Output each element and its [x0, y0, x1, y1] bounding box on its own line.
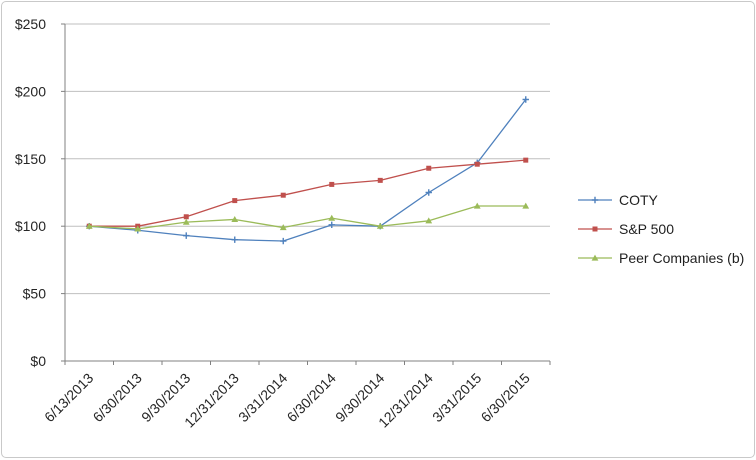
series-coty-marker [231, 236, 238, 243]
x-tick-label: 3/31/2014 [235, 370, 291, 426]
series-peer-companies-b-marker [425, 217, 433, 224]
sp500-line-marker-icon [578, 226, 612, 232]
series-coty-marker [183, 232, 190, 239]
y-tick-label: $150 [15, 151, 46, 167]
series-s-p-500-line [89, 159, 526, 227]
x-tick-label: 6/30/2015 [478, 370, 534, 426]
series-s-p-500-marker [474, 161, 480, 167]
series-coty-marker [522, 96, 529, 103]
y-tick-label: $200 [15, 83, 46, 99]
chart-legend: COTY S&P 500 Peer Companies (b) [578, 192, 744, 266]
y-tick-label: $250 [15, 16, 46, 32]
series-s-p-500-marker [232, 198, 238, 204]
legend-item-peer-companies: Peer Companies (b) [578, 250, 744, 266]
series-s-p-500-marker [377, 177, 383, 183]
legend-item-sp500: S&P 500 [578, 221, 744, 237]
series-peer-companies-b-marker [231, 216, 239, 223]
legend-item-coty: COTY [578, 192, 744, 208]
x-tick-label: 6/30/2013 [90, 370, 146, 426]
series-peer-companies-b-marker [85, 222, 93, 229]
series-coty-marker [280, 237, 287, 245]
series-peer-companies-b-marker [376, 222, 384, 229]
series-peer-companies-b-marker [134, 225, 142, 232]
series-peer-companies-b-marker [279, 224, 287, 231]
series-peer-companies-b-marker [328, 214, 336, 221]
x-tick-label: 3/31/2015 [429, 370, 485, 426]
y-tick-label: $100 [15, 218, 46, 234]
coty-line-marker-icon [578, 196, 612, 204]
series-peer-companies-b-marker [522, 202, 530, 209]
y-tick-label: $0 [30, 353, 46, 369]
series-coty-line [89, 99, 527, 242]
x-tick-label: 6/30/2014 [284, 370, 340, 426]
series-s-p-500-marker [280, 192, 286, 198]
series-s-p-500-marker [329, 181, 335, 187]
series-s-p-500-marker [426, 165, 432, 171]
series-coty-marker [425, 189, 432, 196]
series-s-p-500-marker [183, 214, 189, 220]
x-tick-label: 6/13/2013 [41, 370, 97, 426]
series-peer-companies-b-marker [473, 202, 481, 209]
legend-label-coty: COTY [619, 192, 658, 208]
legend-label-peer-companies: Peer Companies (b) [619, 250, 745, 266]
legend-label-sp500: S&P 500 [619, 221, 675, 237]
series-peer-companies-b-line [89, 205, 526, 230]
series-peer-companies-b-marker [182, 218, 190, 225]
series-s-p-500-marker [523, 157, 529, 163]
series-coty-marker [328, 221, 335, 229]
y-tick-label: $50 [23, 286, 47, 302]
peer-companies-line-marker-icon [578, 254, 612, 261]
